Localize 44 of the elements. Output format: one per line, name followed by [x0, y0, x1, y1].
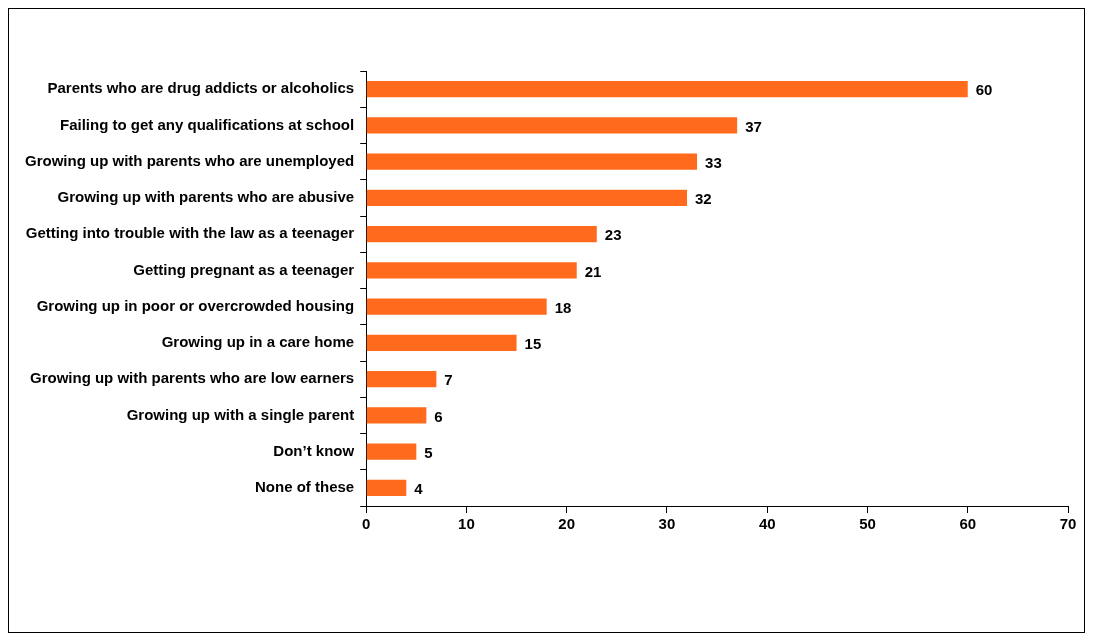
data-label: 4 [414, 480, 424, 498]
y-tick-label: None of these [255, 478, 355, 496]
data-label: 60 [975, 81, 993, 99]
data-label: 18 [554, 298, 572, 316]
x-tick-label: 40 [758, 515, 776, 533]
bar [366, 189, 688, 207]
bar [366, 153, 698, 170]
data-label: 23 [604, 226, 622, 244]
y-tick-label: Growing up with parents who are unemployed [24, 151, 355, 169]
bar [366, 407, 427, 424]
y-tick-label: Getting pregnant as a teenager [133, 260, 355, 278]
x-tick-label: 60 [959, 515, 977, 533]
y-tick-label: Getting into trouble with the law as a teenager [25, 224, 355, 242]
bar [366, 479, 407, 497]
y-tick-label: Growing up with a single parent [126, 405, 355, 423]
bar [366, 443, 417, 460]
data-label: 15 [524, 335, 542, 353]
data-label: 7 [444, 371, 453, 389]
data-label: 6 [434, 407, 443, 425]
y-tick-label: Parents who are drug addicts or alcoholics [47, 79, 355, 97]
x-tick-label: 70 [1059, 515, 1077, 533]
bar [366, 334, 517, 352]
x-tick-label: 30 [658, 515, 676, 533]
data-label: 5 [424, 443, 433, 461]
bar [366, 80, 968, 98]
data-label: 32 [695, 190, 712, 208]
y-tick-label: Don’t know [273, 441, 355, 459]
bar [366, 370, 437, 388]
x-tick-label: 10 [458, 515, 475, 533]
y-tick-label: Growing up in poor or overcrowded housing [36, 296, 355, 314]
bar [366, 117, 738, 134]
x-tick-label: 0 [362, 515, 371, 533]
bar [366, 298, 547, 315]
bar [366, 225, 597, 243]
x-tick-label: 20 [558, 515, 576, 533]
bar [366, 262, 577, 279]
y-tick-label: Growing up in a care home [161, 333, 355, 351]
data-label: 21 [584, 262, 602, 280]
y-tick-label: Failing to get any qualifications at school [59, 115, 355, 133]
y-tick-label: Growing up with parents who are low earners [29, 369, 355, 387]
x-tick-label: 50 [859, 515, 876, 533]
data-label: 33 [705, 153, 722, 171]
y-tick-label: Growing up with parents who are abusive [57, 188, 355, 206]
data-label: 37 [745, 117, 762, 135]
